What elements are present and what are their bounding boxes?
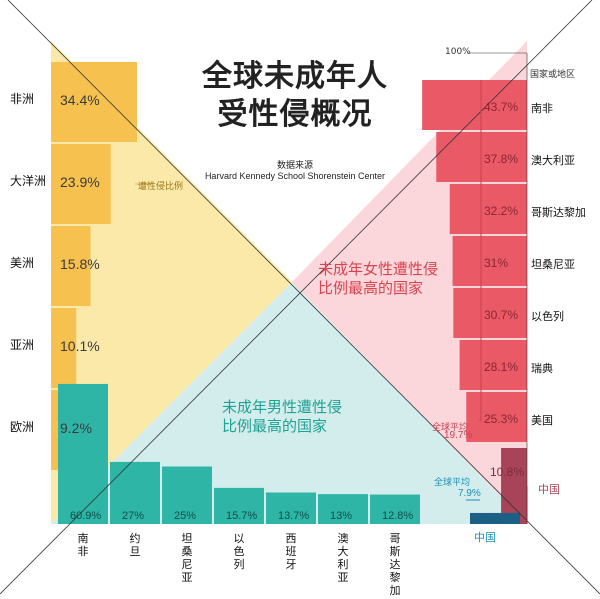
male-value: 13% bbox=[330, 510, 353, 522]
male-country: 南 非 bbox=[77, 532, 89, 558]
female-country: 哥斯达黎加 bbox=[531, 206, 586, 219]
title-line-2: 受性侵概况 bbox=[217, 97, 373, 132]
region-name: 亚洲 bbox=[10, 338, 35, 352]
diagonal-line-1 bbox=[7, 0, 600, 595]
female-country: 南非 bbox=[531, 102, 553, 115]
region-value: 34.4% bbox=[60, 92, 100, 108]
male-country: 坦 桑 尼 亚 bbox=[181, 532, 193, 584]
region-bar bbox=[51, 308, 77, 388]
female-bar bbox=[459, 340, 527, 390]
female-bar bbox=[449, 184, 527, 234]
region-name: 欧洲 bbox=[10, 420, 35, 434]
female-value: 30.7% bbox=[484, 308, 519, 322]
region-name: 美洲 bbox=[10, 256, 35, 270]
female-china-bar bbox=[501, 448, 527, 524]
region-value: 15.8% bbox=[60, 256, 100, 272]
regions-triangle bbox=[51, 41, 292, 524]
male-value: 15.7% bbox=[226, 510, 258, 522]
male-country: 西 班 牙 bbox=[285, 532, 297, 571]
female-china-value: 10.8% bbox=[490, 465, 525, 479]
female-country: 以色列 bbox=[531, 310, 564, 323]
region-bar bbox=[51, 226, 91, 306]
male-china-bar bbox=[470, 512, 520, 524]
male-china-label: 中国 bbox=[474, 531, 496, 544]
male-heading: 未成年男性遭性侵 比例最高的国家 bbox=[222, 398, 342, 436]
female-global-avg-value: 19.7% bbox=[444, 430, 473, 441]
female-value: 28.1% bbox=[484, 360, 519, 374]
female-bar bbox=[453, 288, 527, 338]
source-name: Harvard Kennedy School Shorenstein Cente… bbox=[204, 171, 386, 181]
female-heading-line-2: 比例最高的国家 bbox=[318, 279, 424, 297]
male-country: 约 旦 bbox=[129, 532, 141, 558]
male-global-avg-value: 7.9% bbox=[458, 488, 481, 499]
female-bar bbox=[466, 392, 527, 442]
region-bar bbox=[51, 144, 111, 224]
female-country: 澳大利亚 bbox=[531, 154, 575, 167]
male-bar bbox=[318, 494, 368, 524]
male-bar bbox=[266, 492, 316, 524]
female-heading: 未成年女性遭性侵 比例最高的国家 bbox=[318, 260, 438, 298]
male-global-avg-label: 全球平均 bbox=[434, 478, 471, 488]
female-country: 瑞典 bbox=[531, 362, 553, 375]
region-value: 23.9% bbox=[60, 174, 100, 190]
female-heading-line-1: 未成年女性遭性侵 bbox=[318, 260, 439, 278]
male-bar bbox=[214, 487, 264, 524]
male-value: 25% bbox=[174, 510, 197, 522]
region-value: 9.2% bbox=[60, 420, 92, 436]
female-bar bbox=[452, 236, 527, 286]
male-bar bbox=[110, 461, 160, 524]
region-name: 大洋洲 bbox=[10, 174, 47, 188]
source-block: 数据来源 Harvard Kennedy School Shorenstein … bbox=[190, 160, 400, 182]
male-value: 60.9% bbox=[70, 510, 102, 522]
region-name: 非洲 bbox=[10, 92, 35, 106]
female-top-label: 100% bbox=[445, 47, 471, 57]
male-bars bbox=[58, 383, 520, 524]
source-label: 数据来源 bbox=[276, 160, 313, 170]
male-bar bbox=[370, 494, 420, 524]
male-value: 27% bbox=[122, 510, 145, 522]
male-heading-line-1: 未成年男性遭性侵 bbox=[222, 398, 343, 416]
female-country: 美国 bbox=[531, 414, 553, 427]
female-country: 坦桑尼亚 bbox=[531, 258, 575, 271]
male-bar bbox=[58, 383, 108, 524]
female-china-label: 中国 bbox=[538, 483, 560, 496]
male-triangle bbox=[51, 282, 527, 524]
female-value: 25.3% bbox=[484, 412, 519, 426]
male-china-value: 4.8% bbox=[472, 513, 500, 527]
title-line-1: 全球未成年人 bbox=[202, 59, 388, 94]
region-value: 10.1% bbox=[60, 338, 100, 354]
female-value: 32.2% bbox=[484, 204, 519, 218]
male-bar bbox=[162, 466, 212, 524]
female-column-label: 国家或地区 bbox=[530, 70, 576, 80]
female-global-avg-line bbox=[479, 80, 482, 421]
male-value: 12.8% bbox=[382, 510, 414, 522]
female-value: 31% bbox=[484, 256, 509, 270]
male-country: 哥 斯 达 黎 加 bbox=[389, 532, 401, 597]
female-bar bbox=[422, 80, 527, 130]
male-value: 13.7% bbox=[278, 510, 310, 522]
female-global-avg-label: 全球平均 bbox=[432, 423, 469, 433]
female-value: 43.7% bbox=[484, 100, 519, 114]
male-country: 以 色 列 bbox=[233, 532, 245, 571]
region-bar bbox=[51, 62, 137, 142]
male-country: 澳 大 利 亚 bbox=[337, 532, 349, 584]
page-title: 全球未成年人 受性侵概况 bbox=[160, 58, 430, 134]
female-value: 37.8% bbox=[484, 152, 519, 166]
male-heading-line-2: 比例最高的国家 bbox=[222, 417, 328, 435]
female-bar bbox=[436, 132, 527, 182]
female-bars bbox=[422, 80, 527, 524]
region-series-label: 遭性侵比例 bbox=[138, 182, 184, 192]
